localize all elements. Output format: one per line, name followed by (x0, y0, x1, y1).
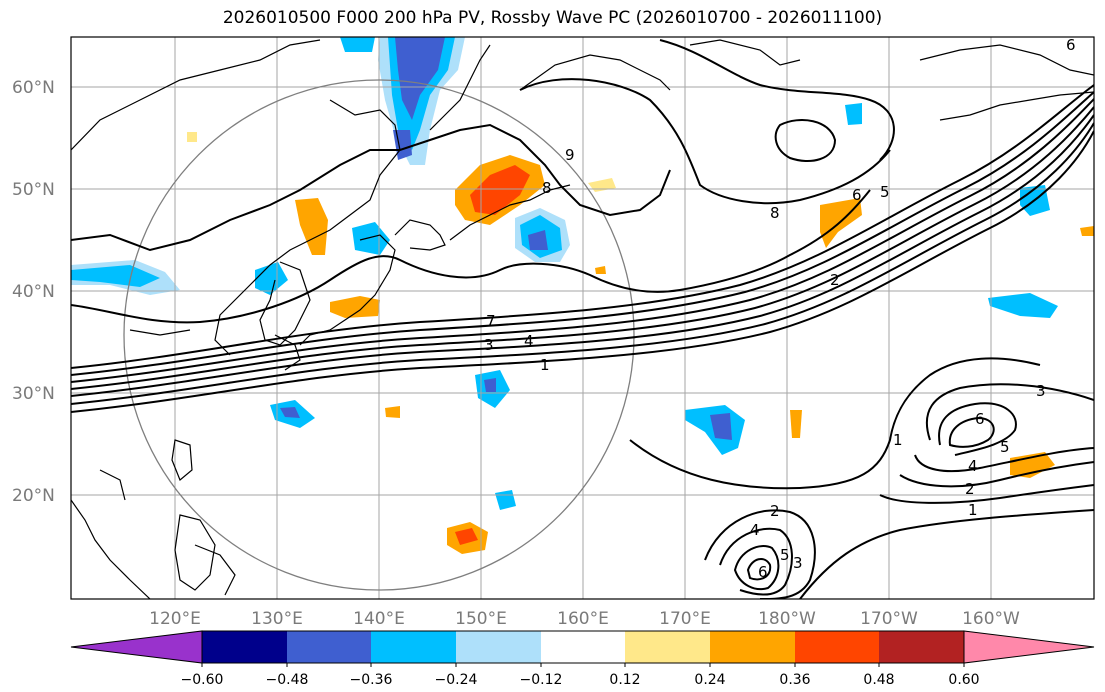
colorbar: −0.60 −0.48 −0.36 −0.24 −0.12 0.12 0.24 … (70, 630, 1095, 688)
contour-label: 6 (758, 563, 768, 581)
colorbar-segment (879, 631, 964, 663)
contour-label: 6 (975, 410, 985, 428)
colorbar-tick-label: 0.24 (694, 672, 725, 688)
contour-label: 9 (565, 146, 575, 164)
contour-labels: 7 4 3 1 8 6 5 2 9 1 3 6 5 4 2 1 2 4 6 5 … (484, 36, 1076, 581)
contour-label: 3 (484, 336, 494, 354)
contour-label: 1 (540, 356, 550, 374)
graticule (71, 37, 1094, 599)
lat-label: 40°N (12, 282, 55, 302)
colorbar-tick-label: −0.48 (266, 672, 309, 688)
lat-label: 20°N (12, 486, 55, 506)
contour-label: 1 (893, 431, 903, 449)
lon-label: 130°E (251, 609, 303, 629)
lon-label: 120°E (149, 609, 201, 629)
contour-label: 5 (880, 183, 890, 201)
contour-label: 8 (770, 204, 780, 222)
colorbar-segment (371, 631, 456, 663)
colorbar-tick-label: −0.60 (181, 672, 224, 688)
lon-label: 180°W (758, 609, 816, 629)
contour-label: 3 (793, 554, 803, 572)
lon-label: 140°E (353, 609, 405, 629)
lat-labels: 60°N 50°N 40°N 30°N 20°N (12, 78, 55, 506)
lat-label: 60°N (12, 78, 55, 98)
contour-label: 6 (852, 186, 862, 204)
contour-label: 4 (750, 521, 760, 539)
colorbar-segment (202, 631, 287, 663)
pv-anomaly-fills (71, 37, 1094, 554)
colorbar-tick-label: −0.24 (435, 672, 478, 688)
positive-anomalies (187, 132, 1094, 554)
contour-label: 1 (968, 501, 978, 519)
colorbar-segment (625, 631, 710, 663)
contour-label: 7 (486, 312, 496, 330)
lon-labels: 120°E 130°E 140°E 150°E 160°E 170°E 180°… (149, 609, 1020, 629)
map-border (70, 36, 1095, 600)
map-title: 2026010500 F000 200 hPa PV, Rossby Wave … (222, 8, 883, 28)
colorbar-segment (795, 631, 879, 663)
colorbar-segment (287, 631, 371, 663)
contour-label: 4 (524, 332, 534, 350)
lon-label: 170°E (659, 609, 711, 629)
contour-label: 2 (770, 502, 780, 520)
colorbar-extend-low (70, 630, 203, 664)
lat-label: 50°N (12, 180, 55, 200)
colorbar-tick-label: 0.48 (863, 672, 894, 688)
colorbar-tick-label: 0.12 (609, 672, 640, 688)
colorbar-segment (456, 631, 541, 663)
colorbar-extend-high (963, 630, 1095, 664)
colorbar-outline (201, 630, 965, 664)
lon-label: 150°E (455, 609, 507, 629)
contour-label: 5 (1000, 438, 1010, 456)
colorbar-segment (541, 631, 625, 663)
contour-label: 4 (968, 457, 978, 475)
colorbar-tick-label: −0.12 (520, 672, 563, 688)
lat-label: 30°N (12, 384, 55, 404)
contour-label: 8 (542, 179, 552, 197)
contour-label: 3 (1036, 382, 1046, 400)
colorbar-tick-label: −0.36 (350, 672, 393, 688)
lon-label: 160°E (557, 609, 609, 629)
contour-label: 2 (830, 271, 840, 289)
pv-contours (71, 39, 1094, 599)
contour-label: 2 (965, 480, 975, 498)
region-circle (123, 79, 635, 591)
contour-label: 6 (1066, 36, 1076, 54)
colorbar-tick-label: 0.36 (779, 672, 810, 688)
lon-label: 170°W (860, 609, 918, 629)
contour-label: 5 (780, 546, 790, 564)
colorbar-tick-label: 0.60 (948, 672, 979, 688)
colorbar-segment (710, 631, 795, 663)
lon-label: 160°W (962, 609, 1020, 629)
